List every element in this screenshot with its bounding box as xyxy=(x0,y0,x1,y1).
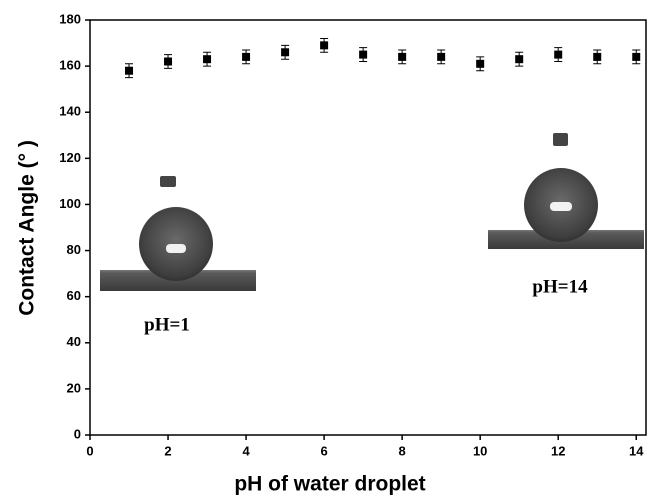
annotation: pH=14 xyxy=(532,276,588,297)
x-tick-label: 12 xyxy=(551,443,565,458)
y-tick-label: 80 xyxy=(67,242,81,257)
y-tick-label: 140 xyxy=(59,104,81,119)
x-tick-label: 14 xyxy=(629,443,644,458)
inset-left xyxy=(100,176,256,291)
point xyxy=(593,52,602,61)
y-tick-label: 60 xyxy=(67,288,81,303)
inset-right xyxy=(488,133,644,249)
point xyxy=(359,50,368,59)
point xyxy=(125,66,134,75)
point xyxy=(437,52,446,61)
point xyxy=(203,55,212,64)
y-axis-title: Contact Angle (° ) xyxy=(16,140,39,316)
y-tick-label: 180 xyxy=(59,11,81,26)
y-tick-label: 100 xyxy=(59,196,81,211)
x-tick-label: 8 xyxy=(399,443,406,458)
point xyxy=(515,55,524,64)
y-tick-label: 120 xyxy=(59,150,81,165)
point xyxy=(242,52,251,61)
annotation: pH=1 xyxy=(144,314,190,335)
x-tick-label: 4 xyxy=(242,443,250,458)
point xyxy=(281,48,290,57)
x-axis-title: pH of water droplet xyxy=(234,473,425,496)
point xyxy=(476,59,485,68)
y-tick-label: 20 xyxy=(67,380,81,395)
point xyxy=(164,57,173,66)
y-tick-label: 160 xyxy=(59,58,81,73)
x-tick-label: 2 xyxy=(164,443,171,458)
x-tick-label: 0 xyxy=(86,443,93,458)
x-tick-label: 6 xyxy=(320,443,327,458)
point xyxy=(632,52,641,61)
plot-frame xyxy=(89,19,647,436)
y-tick-label: 40 xyxy=(67,334,81,349)
y-tick-label: 0 xyxy=(74,426,81,441)
point xyxy=(398,52,407,61)
point xyxy=(320,41,329,50)
x-tick-label: 10 xyxy=(473,443,487,458)
point xyxy=(554,50,563,59)
